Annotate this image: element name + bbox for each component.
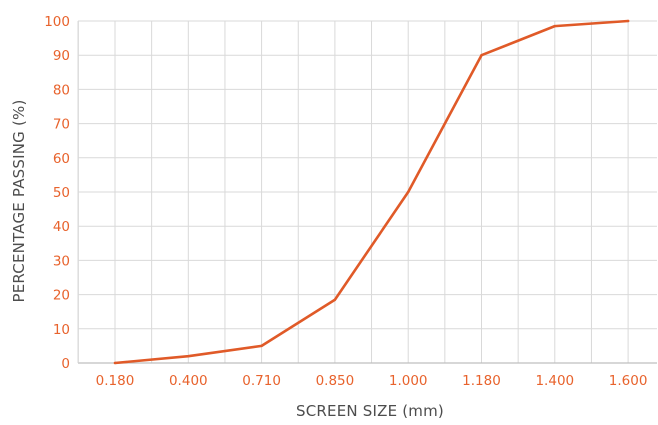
data-point [187, 354, 190, 358]
y-tick-label: 30 [53, 253, 70, 269]
data-point [480, 54, 483, 57]
x-tick-label: 0.710 [242, 373, 281, 389]
x-tick-label: 0.180 [96, 373, 135, 389]
data-point [113, 361, 117, 365]
y-tick-label: 100 [44, 14, 70, 30]
y-tick-label: 10 [53, 322, 70, 338]
y-tick-label: 80 [53, 82, 70, 98]
series-line [113, 19, 630, 365]
y-tick-label: 70 [53, 117, 70, 133]
y-tick-label: 0 [61, 356, 70, 372]
data-point [407, 190, 410, 194]
series [113, 19, 630, 365]
x-axis-ticks: 0.180 0.400 0.710 0.850 1.000 1.180 1.400 1.600 [96, 373, 648, 389]
data-point [333, 298, 337, 301]
y-axis-ticks: 0 10 20 30 40 50 60 70 80 90 100 [44, 14, 70, 372]
x-tick-label: 1.600 [609, 373, 648, 389]
y-tick-label: 20 [53, 288, 70, 304]
x-tick-label: 1.180 [462, 373, 501, 389]
x-tick-label: 1.400 [535, 373, 574, 389]
data-point [260, 344, 263, 348]
x-tick-label: 1.000 [389, 373, 428, 389]
data-point [553, 24, 556, 28]
grid [77, 20, 657, 364]
y-tick-label: 90 [53, 48, 70, 64]
y-axis-title: PERCENTAGE PASSING (%) [10, 99, 28, 302]
data-point [626, 19, 630, 23]
x-axis-title: SCREEN SIZE (mm) [296, 402, 444, 420]
y-tick-label: 40 [53, 219, 70, 235]
x-tick-label: 0.850 [316, 373, 355, 389]
y-tick-label: 60 [53, 151, 70, 167]
x-tick-label: 0.400 [169, 373, 208, 389]
y-tick-label: 50 [53, 185, 70, 201]
